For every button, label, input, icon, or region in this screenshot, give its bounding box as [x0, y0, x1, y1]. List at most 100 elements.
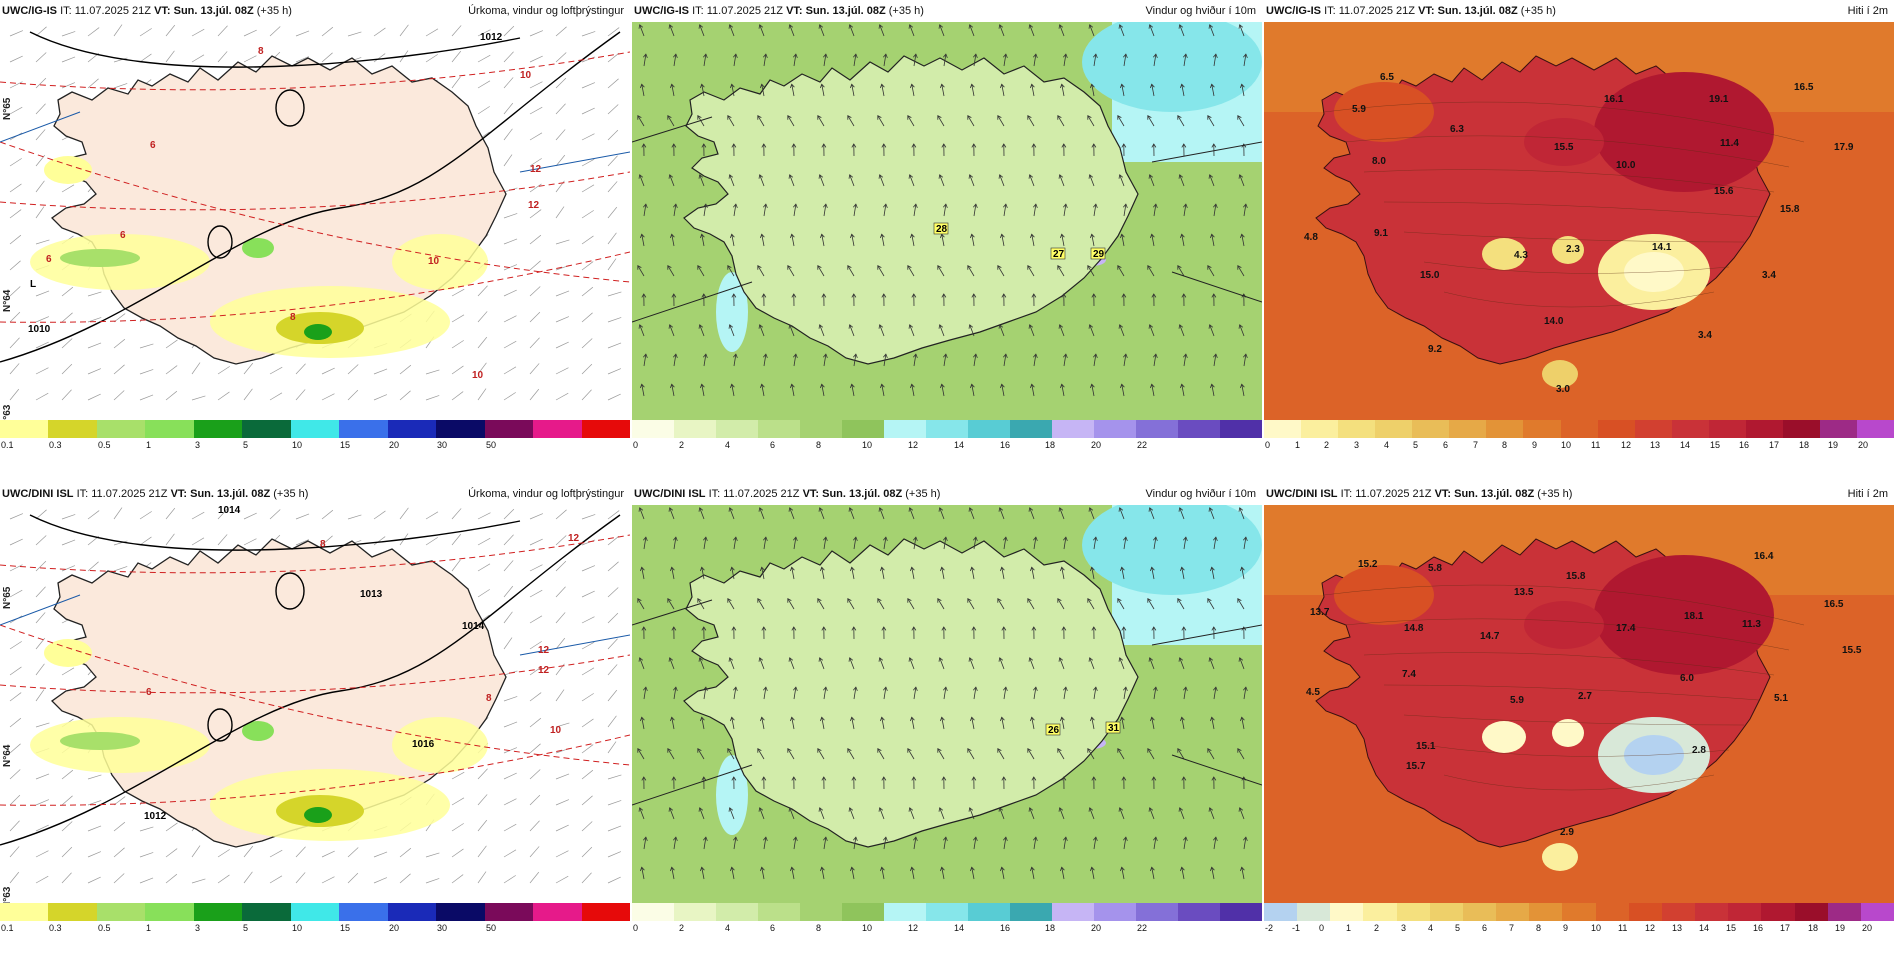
vt-label: VT:	[1418, 5, 1435, 17]
colorbar-swatch	[674, 420, 716, 438]
colorbar-tick-label: 8	[1536, 922, 1541, 934]
colorbar-swatch	[1052, 420, 1094, 438]
colorbar-swatch	[533, 420, 581, 438]
colorbar-tick-label: 16	[1753, 922, 1763, 934]
colorbar-tick-label: 10	[292, 439, 302, 451]
map-value-label: 2.7	[1578, 691, 1592, 702]
colorbar-tick-label: 30	[437, 922, 447, 934]
vt-label: VT:	[803, 488, 820, 500]
colorbar-swatch	[968, 420, 1010, 438]
product-title: Hiti í 2m	[1848, 0, 1888, 22]
map-value-label: 5.9	[1352, 104, 1366, 115]
colorbar-swatch	[1523, 420, 1560, 438]
panel-title-bar: UWC/DINI ISL IT: 11.07.2025 21Z VT: Sun.…	[632, 483, 1262, 505]
map-value-label: 14.1	[1652, 242, 1672, 253]
colorbar-tick-label: 15	[1710, 439, 1720, 451]
colorbar-swatch	[1463, 903, 1496, 921]
map-value-label: 13.5	[1514, 587, 1534, 598]
panel-title-bar: UWC/DINI ISL IT: 11.07.2025 21Z VT: Sun.…	[1264, 483, 1894, 505]
colorbar-swatch	[1820, 420, 1857, 438]
map-value-label: 15.6	[1714, 186, 1734, 197]
colorbar-tick-label: 7	[1509, 922, 1514, 934]
model-name: UWC/IG-IS	[1266, 5, 1321, 17]
map-value-label: 17.9	[1834, 142, 1854, 153]
colorbar-swatch	[1136, 903, 1178, 921]
colorbar-swatch	[1094, 420, 1136, 438]
colorbar-swatch	[48, 903, 96, 921]
colorbar-tick-label: 6	[770, 922, 775, 934]
colorbar-tick-label: 6	[770, 439, 775, 451]
map-value-label: 15.8	[1566, 571, 1586, 582]
map-value-label: 27	[1053, 249, 1065, 260]
panel-run-info: UWC/DINI ISL IT: 11.07.2025 21Z VT: Sun.…	[634, 483, 940, 505]
colorbar-tick-label: 0	[1319, 922, 1324, 934]
map-value-label: 6	[146, 687, 152, 698]
colorbar-swatch	[800, 903, 842, 921]
it-label: IT:	[709, 488, 721, 500]
colorbar-swatch	[582, 903, 630, 921]
it-label: IT:	[77, 488, 89, 500]
map-value-label: 4.3	[1514, 250, 1528, 261]
colorbar-swatch	[48, 420, 96, 438]
colorbar-tick-label: 12	[908, 922, 918, 934]
colorbar-swatch	[758, 420, 800, 438]
lead-time: (+35 h)	[1521, 5, 1556, 17]
colorbar-tick-label: 50	[486, 922, 496, 934]
it-value: 11.07.2025 21Z	[75, 5, 151, 17]
map-value-label: 4.8	[1304, 232, 1318, 243]
colorbar-swatch	[884, 420, 926, 438]
colorbar-swatch	[1695, 903, 1728, 921]
colorbar-swatch	[1330, 903, 1363, 921]
colorbar-tick-label: 8	[816, 922, 821, 934]
colorbar-swatch	[97, 420, 145, 438]
colorbar-swatch	[1709, 420, 1746, 438]
colorbar-swatch	[1529, 903, 1562, 921]
colorbar-tick-label: 18	[1045, 922, 1055, 934]
map-value-label: 15.8	[1780, 204, 1800, 215]
colorbar-tick-label: 0	[633, 922, 638, 934]
colorbar-tick-label: 8	[816, 439, 821, 451]
map-value-label: 11.4	[1720, 138, 1739, 149]
colorbar-swatch	[1264, 903, 1297, 921]
map-value-label: 10	[550, 725, 562, 736]
colorbar-tick-label: 17	[1780, 922, 1790, 934]
map-value-label: 3.4	[1762, 270, 1776, 281]
colorbar-tick-label: 1	[1295, 439, 1300, 451]
colorbar-swatch	[145, 903, 193, 921]
colorbar-tick-label: 1	[146, 922, 151, 934]
panel-run-info: UWC/IG-IS IT: 11.07.2025 21Z VT: Sun. 13…	[1266, 0, 1556, 22]
it-value: 11.07.2025 21Z	[723, 488, 799, 500]
product-title: Hiti í 2m	[1848, 483, 1888, 505]
colorbar-tick-label: 12	[1621, 439, 1631, 451]
colorbar-tick-label: 30	[437, 439, 447, 451]
vt-value: Sun. 13.júl. 08Z	[190, 488, 270, 500]
vt-value: Sun. 13.júl. 08Z	[1438, 5, 1518, 17]
colorbar-tick-label: 5	[243, 439, 248, 451]
colorbar-swatch	[194, 903, 242, 921]
colorbar-swatch	[1220, 903, 1262, 921]
colorbar-swatches	[1264, 420, 1894, 438]
colorbar-swatch	[388, 420, 436, 438]
colorbar-tick-label: 19	[1835, 922, 1845, 934]
colorbar-swatch	[194, 420, 242, 438]
colorbar-tick-label: 18	[1808, 922, 1818, 934]
colorbar-swatch	[674, 903, 716, 921]
colorbar-tick-label: 14	[1680, 439, 1690, 451]
colorbar-swatch	[1052, 903, 1094, 921]
model-name: UWC/DINI ISL	[1266, 488, 1338, 500]
colorbar-tick-label: 10	[862, 439, 872, 451]
it-label: IT:	[692, 5, 704, 17]
map-value-label: 9.1	[1374, 228, 1388, 239]
map-value-label: 12	[538, 645, 550, 656]
colorbar-tick-label: 2	[1374, 922, 1379, 934]
map-value-label: 31	[1108, 723, 1120, 734]
